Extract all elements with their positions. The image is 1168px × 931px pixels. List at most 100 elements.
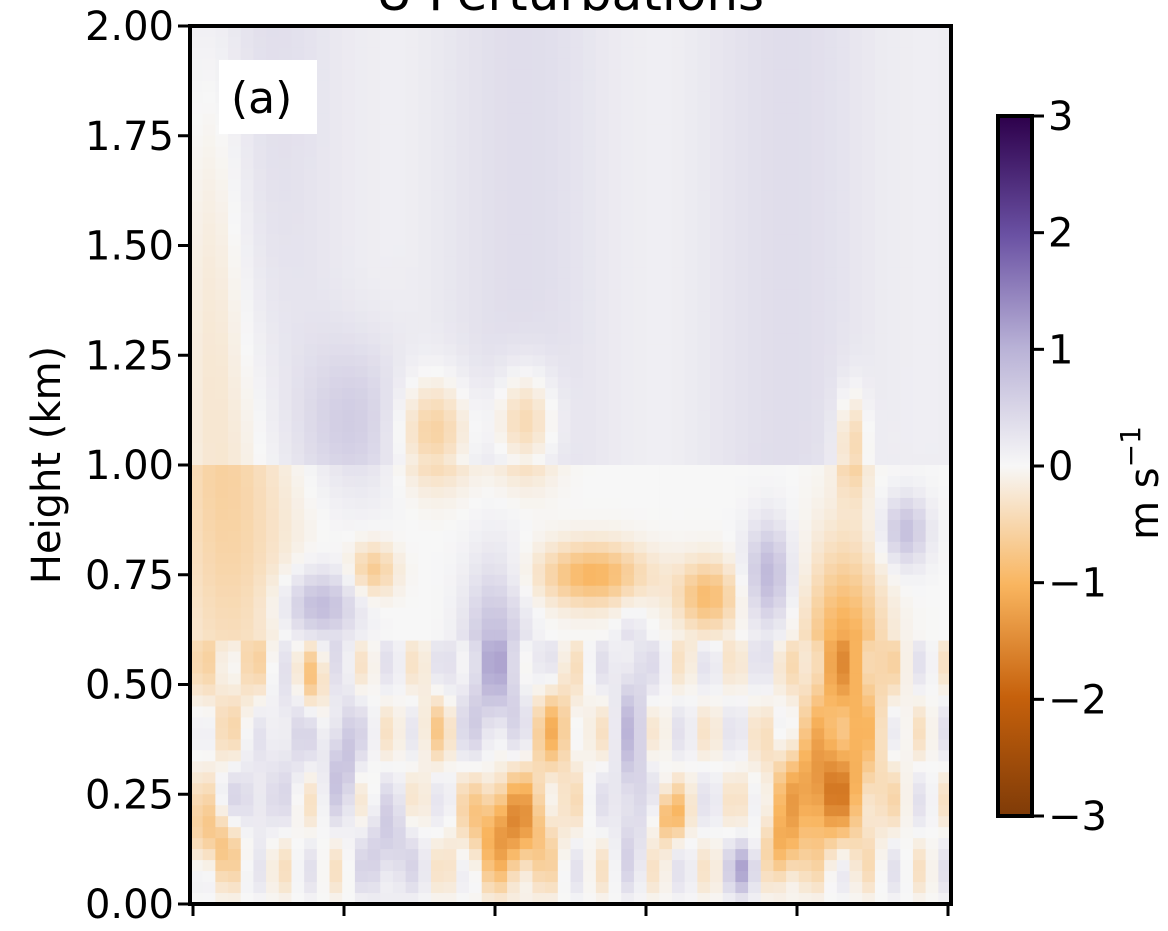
- heatmap-cell: [684, 783, 698, 795]
- heatmap-cell: [519, 146, 534, 159]
- heatmap-cell: [633, 289, 648, 301]
- heatmap-cell: [316, 816, 331, 828]
- heatmap-cell: [684, 739, 698, 751]
- heatmap-cell: [418, 256, 432, 269]
- heatmap-cell: [469, 772, 483, 784]
- heatmap-cell: [266, 893, 280, 904]
- heatmap-cell: [469, 146, 483, 159]
- heatmap-cell: [786, 651, 800, 664]
- heatmap-cell: [710, 783, 724, 795]
- heatmap-cell: [545, 135, 559, 148]
- heatmap-cell: [710, 256, 724, 269]
- heatmap-cell: [418, 179, 432, 192]
- heatmap-cell: [430, 80, 445, 93]
- heatmap-cell: [342, 399, 356, 411]
- heatmap-cell: [545, 607, 559, 620]
- heatmap-cell: [519, 596, 534, 609]
- heatmap-cell: [862, 519, 876, 532]
- heatmap-cell: [748, 388, 762, 400]
- heatmap-cell: [722, 541, 736, 554]
- heatmap-cell: [570, 662, 584, 675]
- heatmap-cell: [392, 201, 407, 214]
- heatmap-cell: [824, 607, 838, 620]
- heatmap-cell: [811, 816, 825, 828]
- heatmap-cell: [862, 58, 876, 71]
- heatmap-cell: [380, 618, 394, 631]
- heatmap-cell: [532, 552, 546, 565]
- heatmap-cell: [583, 146, 597, 159]
- heatmap-cell: [760, 443, 775, 455]
- heatmap-cell: [684, 706, 698, 719]
- heatmap-cell: [253, 739, 267, 751]
- heatmap-cell: [405, 421, 419, 433]
- heatmap-cell: [849, 355, 863, 367]
- heatmap-cell: [836, 344, 851, 356]
- heatmap-cell: [735, 465, 749, 477]
- heatmap-cell: [481, 124, 495, 137]
- heatmap-cell: [583, 300, 597, 312]
- heatmap-cell: [583, 26, 597, 38]
- heatmap-cell: [443, 80, 457, 93]
- heatmap-cell: [836, 135, 851, 148]
- heatmap-cell: [583, 706, 597, 719]
- heatmap-cell: [608, 355, 622, 367]
- heatmap-cell: [304, 651, 318, 664]
- heatmap-cell: [862, 827, 876, 839]
- heatmap-cell: [190, 508, 204, 521]
- heatmap-cell: [519, 750, 534, 762]
- heatmap-cell: [633, 465, 648, 477]
- heatmap-cell: [595, 146, 610, 159]
- heatmap-cell: [380, 454, 394, 466]
- heatmap-cell: [836, 454, 851, 466]
- heatmap-cell: [291, 508, 305, 521]
- heatmap-cell: [278, 497, 293, 510]
- heatmap-cell: [697, 355, 711, 367]
- heatmap-cell: [633, 124, 648, 137]
- heatmap-cell: [710, 245, 724, 258]
- heatmap-cell: [710, 190, 724, 203]
- heatmap-cell: [228, 135, 242, 148]
- heatmap-cell: [266, 871, 280, 883]
- heatmap-cell: [697, 684, 711, 697]
- heatmap-cell: [849, 454, 863, 466]
- heatmap-cell: [532, 333, 546, 345]
- heatmap-cell: [405, 245, 419, 258]
- heatmap-cell: [671, 212, 686, 225]
- heatmap-cell: [697, 607, 711, 620]
- heatmap-cell: [824, 289, 838, 301]
- heatmap-cell: [912, 234, 927, 247]
- heatmap-cell: [684, 607, 698, 620]
- heatmap-cell: [278, 673, 293, 686]
- heatmap-cell: [836, 399, 851, 411]
- heatmap-cell: [722, 849, 736, 861]
- heatmap-cell: [519, 179, 534, 192]
- heatmap-cell: [900, 772, 914, 784]
- heatmap-cell: [570, 311, 584, 323]
- heatmap-cell: [912, 706, 927, 719]
- heatmap-cell: [824, 443, 838, 455]
- heatmap-cell: [228, 585, 242, 598]
- heatmap-cell: [684, 530, 698, 543]
- heatmap-cell: [748, 102, 762, 115]
- heatmap-cell: [481, 706, 495, 719]
- heatmap-cell: [545, 596, 559, 609]
- heatmap-cell: [735, 267, 749, 280]
- heatmap-cell: [786, 113, 800, 126]
- heatmap-cell: [760, 794, 775, 806]
- heatmap-cell: [938, 267, 951, 280]
- heatmap-cell: [456, 805, 470, 817]
- heatmap-cell: [354, 465, 369, 477]
- heatmap-cell: [773, 838, 787, 850]
- heatmap-cell: [519, 47, 534, 60]
- heatmap-cell: [456, 838, 470, 850]
- heatmap-cell: [659, 805, 673, 817]
- heatmap-cell: [215, 234, 229, 247]
- heatmap-cell: [519, 91, 534, 104]
- heatmap-cell: [786, 739, 800, 751]
- heatmap-cell: [633, 651, 648, 664]
- heatmap-cell: [456, 322, 470, 334]
- heatmap-cell: [367, 201, 381, 214]
- heatmap-cell: [570, 454, 584, 466]
- heatmap-cell: [849, 772, 863, 784]
- heatmap-cell: [202, 475, 216, 488]
